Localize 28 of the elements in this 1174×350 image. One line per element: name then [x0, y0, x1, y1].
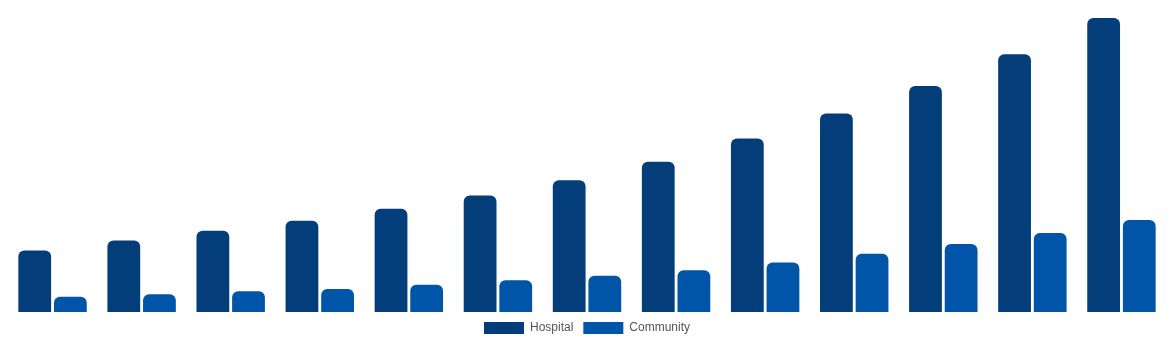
bar: [909, 85, 942, 312]
bar: [1087, 18, 1121, 312]
bar: [855, 253, 889, 312]
bar: [1122, 219, 1156, 312]
bar: [820, 113, 853, 312]
bar: [18, 250, 52, 312]
bar: [766, 262, 800, 312]
bar: [410, 284, 444, 312]
bar: [499, 280, 533, 312]
bar: [677, 270, 711, 312]
bar: [321, 289, 354, 312]
bar: [944, 244, 978, 312]
bar: [143, 294, 176, 312]
bar: [107, 240, 141, 312]
bar: [285, 220, 319, 312]
legend-label: Hospital: [529, 320, 574, 335]
bar: [1033, 232, 1067, 312]
legend-label: Community: [629, 320, 691, 335]
bar: [374, 208, 408, 312]
bar: [53, 296, 87, 312]
bar: [588, 275, 622, 312]
bar: [730, 138, 764, 312]
bar: [463, 195, 497, 312]
bar: [196, 230, 230, 312]
bar: [998, 54, 1031, 312]
bar: [552, 180, 586, 312]
bar: [641, 161, 675, 312]
bar: [232, 291, 265, 312]
